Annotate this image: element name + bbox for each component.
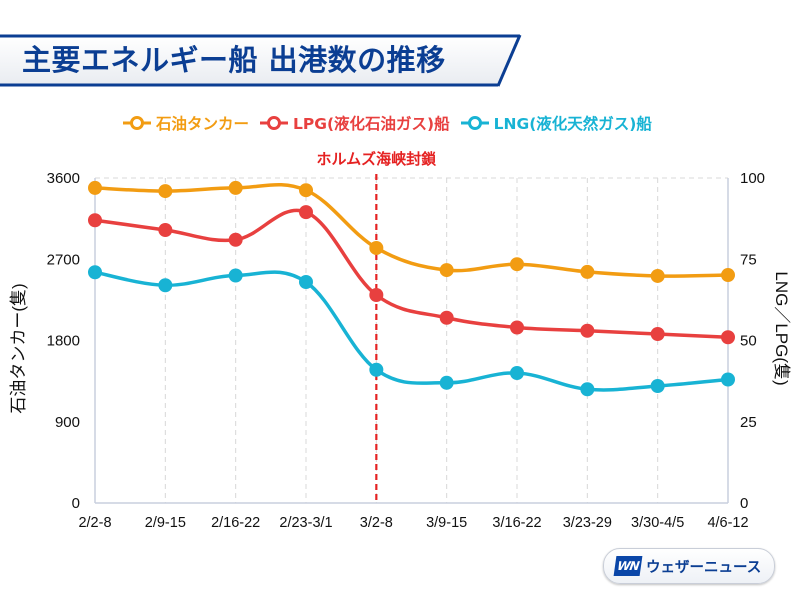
series-line-oil [94,182,729,278]
legend-marker-lpg-icon [260,116,289,130]
right-axis-title: LNG／LPG(隻) [772,271,791,385]
x-axis-tick-label: 3/16-22 [492,515,541,531]
data-point-lpg [228,232,243,247]
weathernews-logo: WN ウェザーニュース [603,548,775,584]
data-point-oil [580,264,595,279]
right-axis-tick-label: 100 [740,170,765,187]
right-axis-tick-label: 25 [740,414,757,431]
data-point-lng [299,275,313,289]
left-axis-tick-label: 2700 [47,251,80,268]
page-title: 主要エネルギー船 出港数の推移 [22,43,446,77]
weathernews-logo-mark: WN [613,556,643,576]
data-point-oil [439,263,454,278]
legend-marker-oil-icon [123,116,151,130]
left-axis-title: 石油タンカー(隻) [9,283,28,413]
right-axis-tick-label: 50 [740,333,757,350]
x-axis-tick-label: 2/9-15 [145,515,186,531]
data-point-lng [228,268,243,283]
data-point-lpg [650,327,665,341]
right-axis-tick-label: 0 [740,495,748,512]
data-point-lpg [439,310,454,325]
x-axis-tick-label: 3/30-4/5 [631,515,684,531]
left-axis-tick-label: 0 [72,495,80,512]
data-point-lng [369,362,384,377]
data-point-lpg [369,288,384,302]
data-point-lpg [721,330,735,345]
legend-item-oil: 石油タンカー [122,112,249,134]
legend-item-lng: LNG(液化天然ガス)船 [460,112,652,134]
hormuz-closure-label: ホルムズ海峡封鎖 [316,150,437,168]
data-point-oil [369,240,384,255]
x-axis-tick-label: 2/16-22 [211,515,260,531]
line-chart: 0 900 1800 2700 3600 0 25 50 75 100 2/2-8 2/9-15 2/1… [9,150,791,531]
data-point-lpg [580,323,595,338]
data-point-oil [510,257,524,272]
left-axis-tick-label: 1800 [47,333,80,350]
series-line-lpg [94,208,729,339]
x-axis-tick-label: 2/2-8 [78,515,111,531]
series-line-lng [94,270,729,392]
data-point-oil [650,268,665,283]
left-axis-tick-label: 3600 [47,170,80,187]
data-point-lng [439,375,454,390]
data-point-lng [88,265,102,280]
x-axis-tick-label: 3/2-8 [360,515,393,531]
data-point-lpg [510,320,524,335]
data-point-lng [158,278,173,293]
data-point-lng [510,366,524,380]
title-banner-shape [0,36,520,85]
data-point-oil [299,183,313,198]
data-point-oil [158,184,173,199]
legend-marker-lng-icon [460,116,489,130]
x-axis-tick-label: 4/6-12 [707,515,748,531]
legend-label-oil: 石油タンカー [156,115,250,133]
legend-label-lpg: LPG(液化石油ガス)船 [293,115,450,133]
data-point-oil [88,180,102,195]
title-banner [0,34,522,87]
data-point-lng [580,382,595,397]
weathernews-logo-text: ウェザーニュース [646,559,762,576]
x-axis-tick-label: 3/23-29 [563,515,612,531]
legend-item-lpg: LPG(液化石油ガス)船 [259,112,450,134]
data-point-lpg [158,223,173,237]
data-point-lpg [299,205,313,220]
data-point-oil [228,180,243,195]
data-point-lng [650,379,665,393]
data-point-lng [721,372,735,387]
left-axis-tick-label: 900 [55,414,80,431]
x-axis-tick-label: 2/23-3/1 [279,515,332,531]
data-point-lpg [88,213,102,228]
data-point-oil [721,268,735,283]
chart-legend: 石油タンカー LPG(液化石油ガス)船 LNG(液化天然ガス)船 [122,110,652,136]
legend-label-lng: LNG(液化天然ガス)船 [493,115,652,133]
x-axis-tick-label: 3/9-15 [426,515,467,531]
right-axis-tick-label: 75 [740,251,757,268]
title-banner-slant-border [496,34,522,87]
